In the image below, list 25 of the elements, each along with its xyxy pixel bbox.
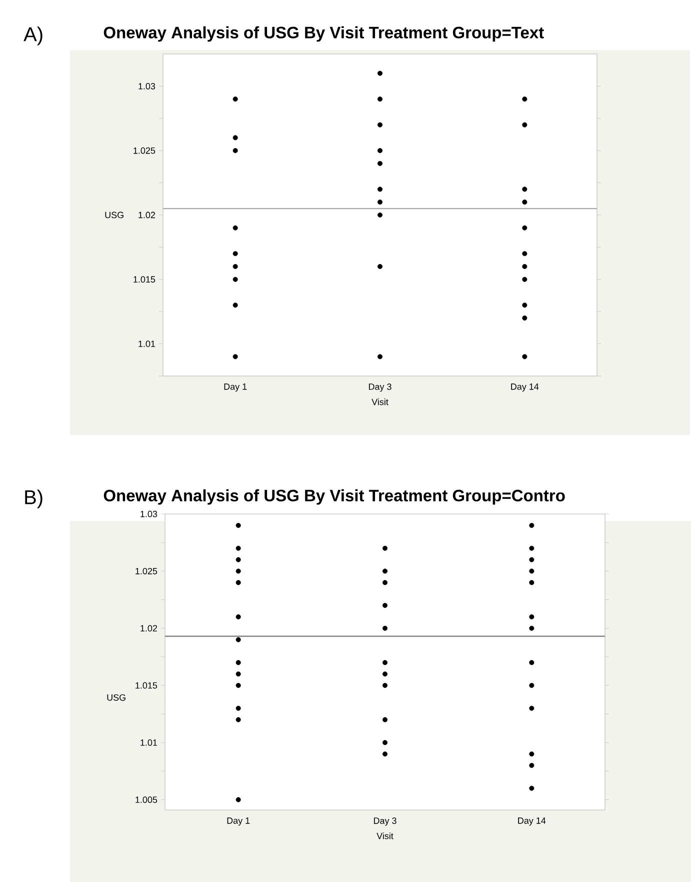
x-axis-title: Visit [372, 398, 388, 406]
x-tick-label: Day 14 [518, 818, 546, 826]
text: A) [24, 26, 42, 46]
chart-title: Oneway Analysis of USG By Visit Treatment Group=Text [104, 26, 544, 42]
x-axis-title: Visit [376, 832, 394, 840]
y-tick-label: 1.02 [140, 625, 158, 632]
x-tick-label: Day 1 [227, 818, 250, 826]
x-tick-label: Day 1 [224, 384, 247, 392]
y-tick-label: 1.02 [138, 212, 156, 218]
x-tick-label: Day 14 [511, 384, 539, 392]
chart-title: Oneway Analysis of USG By Visit Treatment Group=Contro [104, 489, 565, 505]
y-tick-label: 1.015 [134, 276, 156, 283]
y-tick-label: 1.025 [134, 147, 156, 154]
x-tick-label: Day 3 [368, 384, 392, 392]
y-tick-label: 1.03 [138, 83, 156, 90]
text: B) [25, 490, 42, 508]
y-tick-label: 1.01 [138, 340, 156, 347]
y-tick-label: 1.03 [140, 510, 158, 518]
y-tick-label: 1.005 [136, 796, 158, 803]
x-tick-label: Day 3 [374, 818, 396, 826]
y-tick-label: 1.025 [136, 568, 158, 574]
y-axis-title: USG [105, 212, 124, 218]
y-axis-title: USG [107, 694, 126, 701]
y-tick-label: 1.01 [140, 739, 158, 746]
y-tick-label: 1.015 [136, 682, 158, 689]
